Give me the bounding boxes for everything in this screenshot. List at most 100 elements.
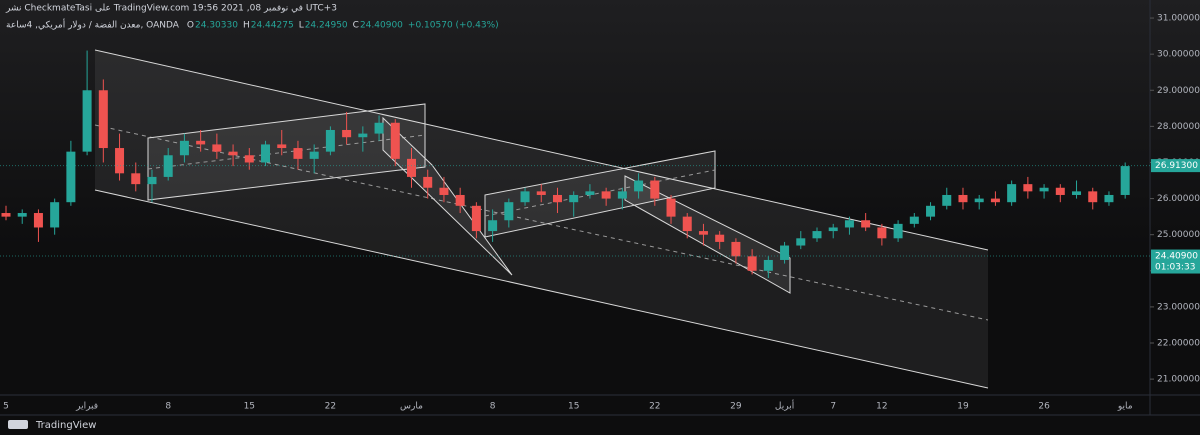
candle-body — [1072, 191, 1082, 195]
y-tick-label: 23.00000 — [1157, 302, 1200, 312]
candle-body — [374, 122, 384, 134]
candle-body — [990, 198, 1000, 203]
candle-body — [796, 238, 806, 246]
candle-body — [17, 213, 27, 217]
candle-body — [325, 129, 335, 152]
candle-body — [33, 213, 43, 228]
price-label-box — [1151, 249, 1200, 274]
x-tick-label: 8 — [490, 402, 496, 412]
candle-body — [261, 144, 271, 163]
ohlc-key: O — [187, 21, 194, 31]
y-tick-label: 28.00000 — [1157, 122, 1200, 132]
candle-body — [601, 191, 611, 199]
x-tick-label: 7 — [830, 402, 836, 412]
candle-body — [471, 205, 481, 232]
candle-body — [293, 148, 303, 159]
symbol: معدن الفضة / دولار أمريكي, 4ساعة, OANDA — [6, 19, 180, 31]
ohlc-value: 24.44275 — [251, 21, 294, 31]
candle-body — [763, 259, 773, 271]
candle-body — [698, 231, 708, 235]
candle-body — [98, 90, 108, 149]
candle-body — [682, 216, 692, 232]
ohlc-key: L — [299, 21, 304, 31]
published-line: نشر CheckmateTasi على TradingView.com في… — [5, 4, 337, 14]
x-tick-label: 15 — [568, 402, 579, 412]
channel — [484, 150, 716, 238]
candle-body — [228, 151, 238, 156]
candle-body — [439, 187, 449, 195]
candle-body — [909, 216, 919, 224]
y-tick-label: 30.00000 — [1157, 50, 1200, 60]
candle-body — [585, 191, 595, 195]
price-label: 26.91300 — [1155, 161, 1198, 171]
candle-body — [244, 155, 254, 163]
candle-body — [747, 256, 757, 271]
countdown: 01:03:33 — [1155, 263, 1195, 273]
candle-body — [179, 140, 189, 156]
candle-body — [212, 144, 222, 152]
candle-body — [66, 151, 76, 203]
ohlc-value: 24.30330 — [195, 21, 238, 31]
candle-body — [731, 241, 741, 257]
candle-body — [666, 198, 676, 217]
candle-body — [536, 191, 546, 195]
ohlc-key: C — [353, 21, 359, 31]
x-tick-label: 29 — [730, 402, 742, 412]
brand-logo — [8, 420, 28, 429]
candle-body — [958, 194, 968, 203]
y-tick-label: 25.00000 — [1157, 230, 1200, 240]
ohlc-value: 24.24950 — [305, 21, 348, 31]
candle-body — [1055, 187, 1065, 195]
x-tick-label: 5 — [3, 402, 9, 412]
x-tick-label: فبراير — [75, 402, 98, 412]
candle-body — [1088, 191, 1098, 203]
candle-body — [147, 176, 157, 185]
candle-body — [82, 90, 92, 152]
candle-body — [715, 234, 725, 242]
candle-body — [488, 220, 498, 232]
candle-body — [131, 173, 141, 185]
channel-line — [94, 189, 989, 389]
brand: TradingView — [35, 420, 96, 431]
ohlc-key: H — [243, 21, 250, 31]
candle-body — [942, 194, 952, 206]
candle-body — [828, 227, 838, 232]
price-label-box — [1151, 159, 1200, 173]
candle-body — [634, 180, 644, 192]
drawings — [94, 49, 989, 389]
candle-body — [861, 220, 871, 228]
candle-body — [780, 245, 790, 260]
x-tick-label: 8 — [165, 402, 171, 412]
candle-body — [844, 220, 854, 228]
candle-body — [342, 129, 352, 138]
candle-body — [812, 231, 822, 239]
y-tick-label: 29.00000 — [1157, 86, 1200, 96]
candle-body — [50, 202, 60, 228]
x-tick-label: مايو — [1117, 402, 1133, 412]
candle-body — [196, 140, 206, 145]
symbol-line: معدن الفضة / دولار أمريكي, 4ساعة, OANDA … — [6, 19, 499, 31]
x-tick-label: 22 — [325, 402, 336, 412]
y-tick-label: 22.00000 — [1157, 339, 1200, 349]
change: +0.10570 (+0.43%) — [408, 21, 499, 31]
candle-body — [1104, 194, 1114, 203]
candle-body — [650, 180, 660, 199]
candle-body — [1120, 166, 1130, 195]
candle-body — [277, 144, 287, 149]
price-label: 24.40900 — [1155, 252, 1198, 262]
candle-body — [407, 158, 416, 177]
y-tick-label: 21.00000 — [1157, 375, 1200, 385]
candle-body — [877, 227, 887, 239]
x-tick-label: 15 — [244, 402, 255, 412]
candle-body — [974, 198, 984, 203]
candle-body — [520, 191, 530, 203]
channel-fill — [95, 50, 988, 388]
x-tick-label: 19 — [957, 402, 969, 412]
x-tick-label: 26 — [1038, 402, 1050, 412]
candle-body — [115, 148, 125, 174]
candle-body — [1039, 187, 1049, 192]
candle-body — [423, 176, 433, 188]
channel-line — [94, 49, 989, 251]
